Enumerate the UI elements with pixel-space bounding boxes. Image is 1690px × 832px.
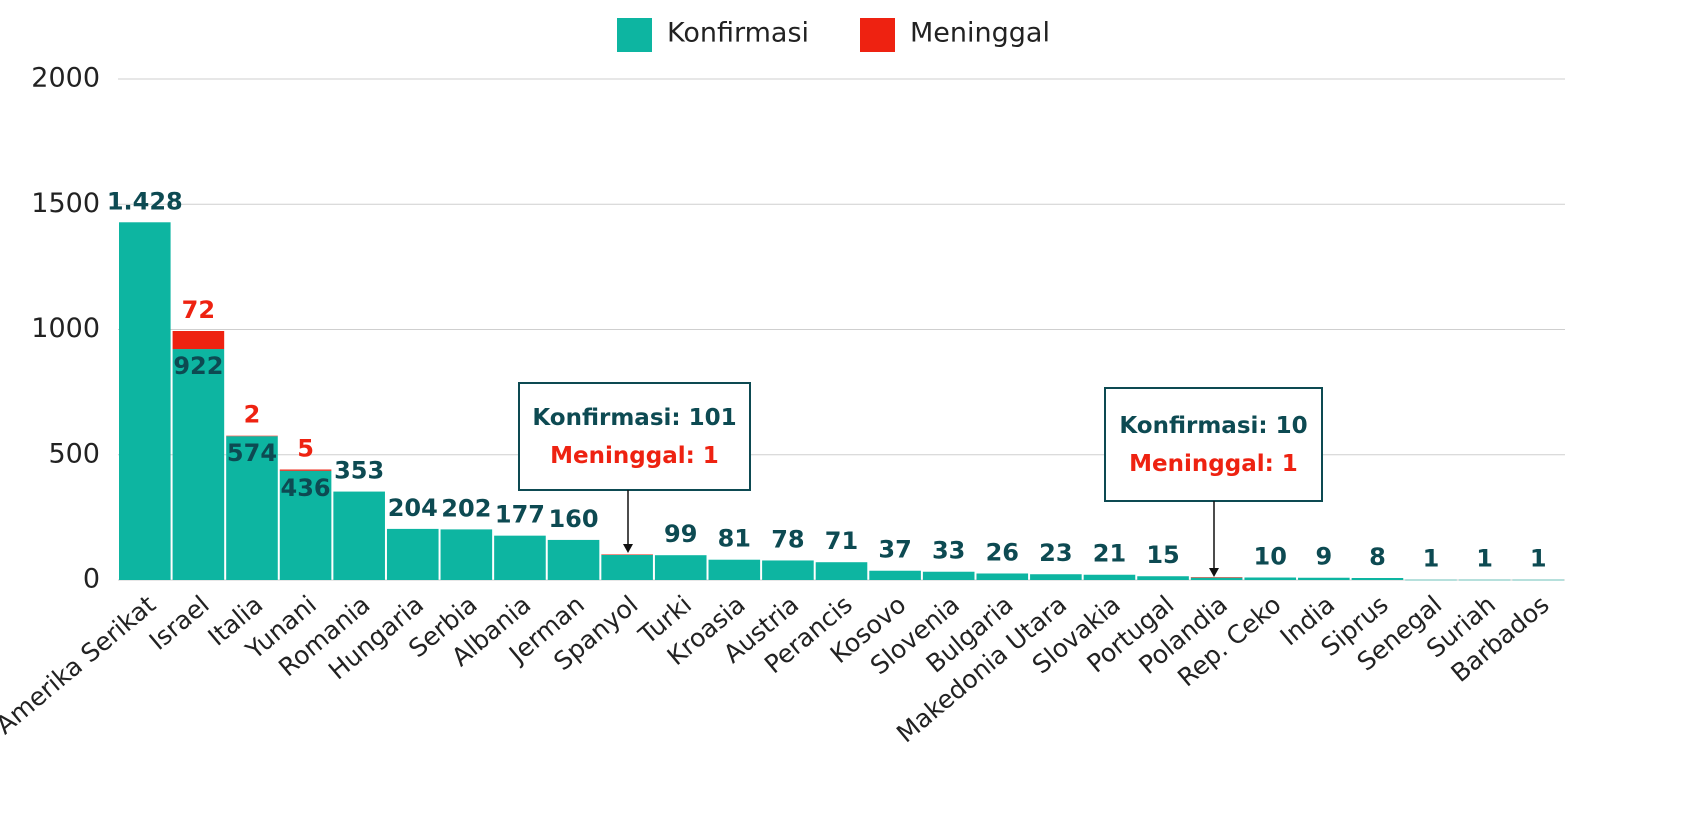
- annotation-box: [518, 382, 751, 491]
- data-label: 2: [244, 401, 261, 429]
- y-tick-label: 2000: [31, 63, 100, 94]
- data-label: 10: [1254, 542, 1287, 570]
- bar-segment: [1030, 574, 1082, 580]
- data-label: 33: [932, 537, 965, 565]
- bar-segment: [333, 491, 385, 580]
- bar-segment: [279, 470, 332, 580]
- data-label: 1.428: [107, 187, 183, 215]
- annotation-text: Meninggal: 1: [550, 443, 719, 469]
- data-label: 5: [297, 435, 314, 463]
- legend-swatch: [617, 18, 652, 52]
- annotation-arrowhead: [623, 544, 633, 553]
- bar-segment: [654, 555, 707, 580]
- y-tick-label: 1000: [31, 313, 100, 344]
- bar-segment: [119, 222, 171, 580]
- data-label: 1: [1530, 545, 1547, 573]
- y-tick-label: 0: [83, 564, 100, 595]
- bar-segment: [976, 573, 1029, 580]
- data-label: 202: [441, 494, 491, 522]
- bar-segment: [1512, 579, 1564, 581]
- data-label: 353: [334, 457, 384, 485]
- data-label: 23: [1039, 539, 1072, 567]
- annotation-box: [1104, 387, 1323, 502]
- bar-segment: [762, 560, 814, 580]
- bar-segment: [279, 469, 332, 471]
- data-label: 21: [1093, 540, 1126, 568]
- data-label: 1: [1423, 545, 1440, 573]
- data-label: 204: [388, 494, 438, 522]
- data-label: 177: [495, 501, 545, 529]
- bar-segment: [1083, 574, 1136, 580]
- data-label: 574: [227, 439, 277, 467]
- data-label: 78: [771, 525, 804, 553]
- legend-label: Konfirmasi: [667, 18, 809, 49]
- annotation-arrowhead: [1209, 568, 1219, 577]
- bar-segment: [1137, 576, 1189, 580]
- data-label: 436: [281, 474, 331, 502]
- annotation-text: Meninggal: 1: [1129, 451, 1298, 477]
- bar-segment: [601, 554, 653, 580]
- data-label: 26: [986, 538, 1019, 566]
- bar-segment: [1190, 577, 1243, 580]
- data-label: 81: [718, 525, 751, 553]
- data-label: 99: [664, 520, 697, 548]
- bar-segment: [226, 435, 278, 437]
- legend-swatch: [860, 18, 895, 52]
- bar-segment: [172, 331, 225, 350]
- data-label: 9: [1315, 543, 1332, 571]
- bar-segment: [1298, 577, 1350, 580]
- y-tick-label: 1500: [31, 188, 100, 219]
- data-label: 71: [825, 527, 858, 555]
- bar-segment: [226, 436, 278, 580]
- y-tick-label: 500: [48, 438, 100, 469]
- annotation-text: Konfirmasi: 101: [532, 405, 736, 431]
- bar-segment: [172, 349, 225, 580]
- data-label: 1: [1476, 545, 1493, 573]
- bar-segment: [1244, 577, 1297, 580]
- annotation-text: Konfirmasi: 10: [1119, 413, 1307, 439]
- bar-segment: [1405, 579, 1457, 581]
- bar-segment: [708, 559, 761, 580]
- bar-segment: [922, 571, 975, 580]
- bar-segment: [1190, 577, 1243, 578]
- bar-segment: [869, 570, 921, 580]
- bar-segment: [1351, 577, 1404, 580]
- bar-segment: [601, 554, 653, 555]
- data-label: 8: [1369, 543, 1386, 571]
- x-tick-label: Israel: [144, 590, 215, 656]
- data-label: 72: [182, 296, 215, 324]
- bar-segment: [1458, 579, 1511, 581]
- bar-segment: [440, 529, 493, 580]
- bar-segment: [386, 528, 439, 580]
- data-label: 160: [548, 505, 598, 533]
- bar-segment: [547, 539, 600, 580]
- legend-label: Meninggal: [910, 18, 1050, 49]
- data-label: 15: [1146, 541, 1179, 569]
- data-label: 37: [878, 536, 911, 564]
- bar-segment: [494, 535, 546, 580]
- bar-segment: [815, 562, 868, 580]
- data-label: 922: [173, 352, 223, 380]
- x-tick-label: Amerika Serikat: [0, 590, 161, 740]
